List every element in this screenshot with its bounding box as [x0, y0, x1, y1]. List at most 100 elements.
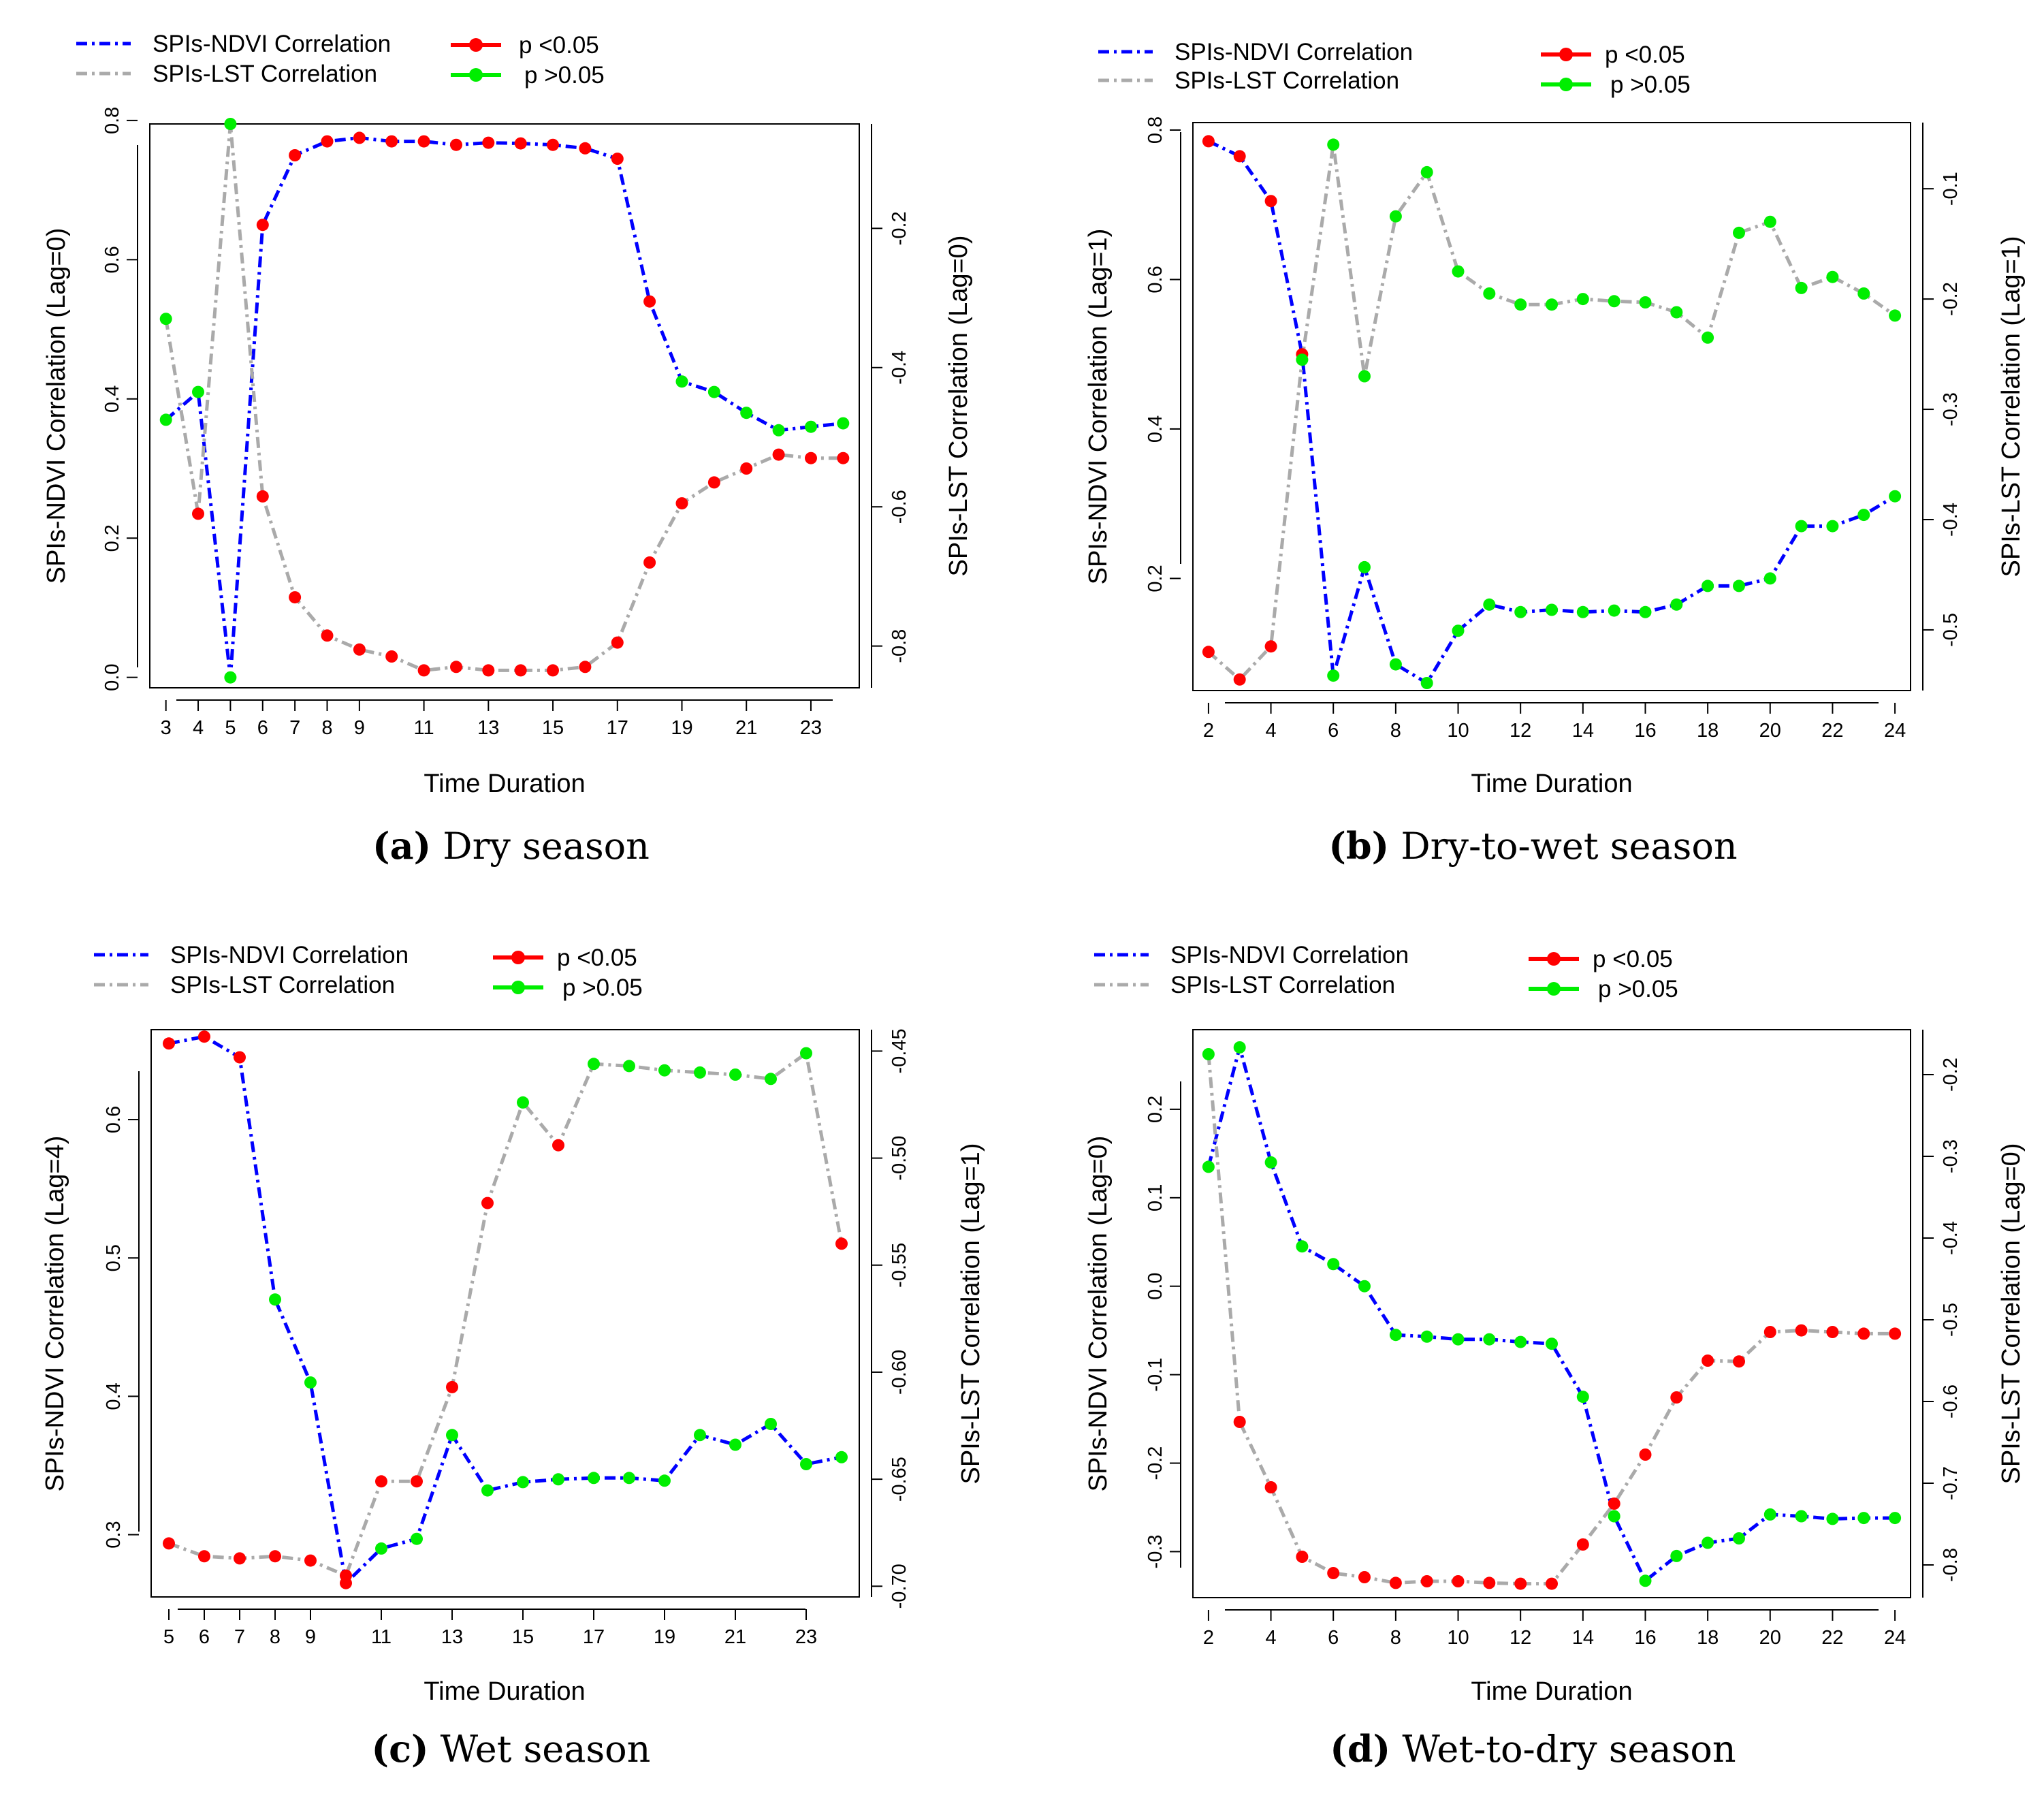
ndvi-point-not-significant — [1795, 520, 1808, 533]
x-tick-label: 11 — [414, 717, 434, 739]
panel-title: Dry season — [443, 825, 650, 868]
legend-sig-label: p <0.05 — [557, 945, 637, 971]
left-tick-label: 0.3 — [103, 1521, 125, 1548]
ndvi-point-not-significant — [1576, 1391, 1589, 1404]
legend-ndvi-label: SPIs-NDVI Correlation — [1175, 39, 1413, 65]
ndvi-point-not-significant — [1576, 605, 1589, 618]
lst-point-significant — [482, 664, 495, 677]
ndvi-point-not-significant — [1546, 603, 1558, 616]
left-tick-label: 0.5 — [103, 1244, 125, 1271]
lst-point-significant — [411, 1475, 423, 1488]
lst-point-significant — [643, 556, 656, 569]
ndvi-point-not-significant — [446, 1429, 458, 1442]
ndvi-point-significant — [450, 138, 462, 151]
lst-point-significant — [481, 1197, 494, 1209]
x-tick-label: 7 — [234, 1626, 245, 1648]
lst-series-line — [1207, 142, 1896, 682]
panel-label: (d) — [1330, 1727, 1391, 1771]
right-tick-label: -0.65 — [889, 1457, 910, 1502]
lst-point-not-significant — [1889, 309, 1902, 322]
points — [1202, 1041, 1902, 1590]
ndvi-point-not-significant — [837, 417, 850, 430]
left-tick-label: 0.6 — [101, 246, 123, 273]
ndvi-point-significant — [234, 1051, 246, 1064]
left-tick-label: 0.6 — [1145, 266, 1166, 293]
left-tick-label: 0.8 — [101, 107, 123, 134]
panel-wet-season: SPIs-NDVI Correlation SPIs-LST Correlati… — [0, 903, 1022, 1806]
left-tick-label: 0.2 — [1145, 565, 1166, 592]
x-ticks: 5 6 7 8 9 11 13 15 17 19 21 23 — [163, 1609, 817, 1648]
lst-point-significant — [1763, 1326, 1776, 1338]
lst-point-not-significant — [1857, 287, 1870, 300]
x-ticks: 2 4 6 8 10 12 14 16 18 20 22 24 — [1203, 703, 1906, 742]
ndvi-point-not-significant — [1452, 624, 1465, 637]
left-tick-label: 0.2 — [101, 524, 123, 552]
x-tick-label: 4 — [193, 717, 204, 739]
x-tick-label: 22 — [1821, 1627, 1843, 1649]
left-tick-label: 0.1 — [1145, 1184, 1166, 1211]
lst-point-not-significant — [1483, 287, 1496, 300]
legend-sig-label: p <0.05 — [1593, 946, 1673, 972]
ndvi-point-not-significant — [1702, 1536, 1714, 1549]
ndvi-point-not-significant — [552, 1473, 564, 1486]
legend-nonsig-label: p >0.05 — [524, 62, 605, 89]
axes — [1180, 1029, 1923, 1611]
ndvi-point-not-significant — [623, 1472, 635, 1485]
lst-point-not-significant — [800, 1047, 812, 1060]
lst-point-not-significant — [658, 1064, 671, 1077]
lst-point-not-significant — [159, 313, 172, 326]
right-tick-label: -0.60 — [889, 1350, 910, 1395]
ndvi-point-not-significant — [1264, 1156, 1277, 1169]
lst-point-significant — [1264, 640, 1277, 653]
ndvi-point-significant — [611, 153, 624, 165]
x-tick-label: 19 — [654, 1626, 675, 1648]
lst-point-not-significant — [1576, 293, 1589, 306]
x-tick-label: 6 — [257, 717, 268, 739]
ndvi-point-not-significant — [1889, 490, 1902, 503]
ndvi-point-not-significant — [1826, 520, 1839, 533]
lst-point-not-significant — [224, 118, 237, 130]
lst-point-significant — [1889, 1327, 1902, 1340]
lst-point-significant — [835, 1237, 848, 1250]
x-tick-label: 8 — [270, 1626, 281, 1648]
x-tick-label: 24 — [1884, 1627, 1906, 1649]
x-tick-label: 17 — [607, 717, 628, 739]
legend-nonsig-label: p >0.05 — [1598, 976, 1678, 1002]
lst-point-significant — [304, 1554, 317, 1567]
x-tick-label: 2 — [1203, 1627, 1214, 1649]
x-tick-label: 9 — [354, 717, 365, 739]
x-tick-label: 8 — [1390, 1627, 1401, 1649]
right-tick-label: -0.5 — [1940, 1303, 1962, 1337]
x-tick-label: 13 — [441, 1626, 463, 1648]
ndvi-point-significant — [482, 136, 495, 149]
left-ticks: 0.3 0.4 0.5 0.6 — [103, 1106, 139, 1549]
left-tick-label: -0.3 — [1145, 1534, 1166, 1568]
x-axis-label: Time Duration — [1471, 1677, 1632, 1706]
lst-point-not-significant — [1608, 295, 1620, 308]
lst-point-significant — [1233, 1416, 1246, 1428]
lst-series-line — [164, 122, 844, 672]
lst-point-significant — [446, 1380, 458, 1393]
right-tick-label: -0.45 — [889, 1028, 910, 1073]
ndvi-series-line — [165, 136, 844, 680]
left-tick-label: 0.0 — [101, 664, 123, 691]
lst-point-significant — [611, 636, 624, 649]
ndvi-point-not-significant — [1763, 1508, 1776, 1521]
left-tick-label: 0.0 — [1145, 1273, 1166, 1300]
right-axis-label: SPIs-LST Correlation (Lag=0) — [1997, 1143, 2026, 1485]
ndvi-point-significant — [514, 137, 527, 150]
x-tick-label: 20 — [1759, 1627, 1781, 1649]
x-tick-label: 21 — [735, 717, 757, 739]
legend-lst-label: SPIs-LST Correlation — [1170, 972, 1395, 998]
lst-point-not-significant — [1389, 210, 1402, 223]
panel-title: Wet season — [440, 1728, 651, 1771]
axes — [138, 1029, 872, 1610]
lst-point-significant — [552, 1139, 564, 1152]
ndvi-point-not-significant — [1639, 1574, 1652, 1587]
lst-series-line — [1207, 1054, 1896, 1586]
x-tick-label: 24 — [1884, 720, 1906, 742]
panel-title: Wet-to-dry season — [1402, 1728, 1736, 1771]
lst-point-significant — [707, 476, 720, 489]
right-tick-label: -0.3 — [1940, 392, 1962, 426]
lst-point-not-significant — [1639, 296, 1652, 308]
